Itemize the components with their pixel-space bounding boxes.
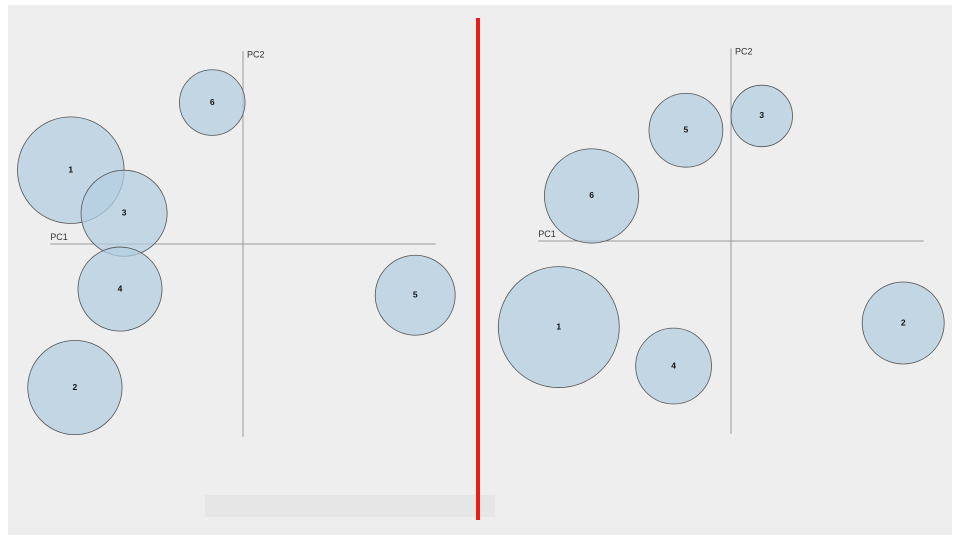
bubble-label-6: 6 xyxy=(210,97,215,107)
bubble-label-3: 3 xyxy=(759,110,764,120)
pc1-axis-label: PC1 xyxy=(538,229,556,239)
bubble-label-4: 4 xyxy=(671,360,676,370)
bubble-6 xyxy=(179,69,246,136)
bubble-label-2: 2 xyxy=(901,317,906,327)
bubble-label-3: 3 xyxy=(122,208,127,218)
panel-footer-strip xyxy=(205,495,495,517)
bubble-label-2: 2 xyxy=(73,382,78,392)
bubble-4 xyxy=(635,327,712,405)
bubble-label-5: 5 xyxy=(684,125,689,135)
bubble-label-6: 6 xyxy=(589,190,594,200)
pc1-axis-label: PC1 xyxy=(50,232,68,242)
pca-plot-right: PC1 PC2 1 2 3 4 5 6 xyxy=(497,46,945,434)
bubble-5 xyxy=(374,254,456,336)
bubble-5 xyxy=(648,93,724,168)
bubble-label-5: 5 xyxy=(413,290,418,300)
bubble-label-1: 1 xyxy=(68,164,73,174)
pca-plot-left: PC1 PC2 1 2 3 4 5 6 xyxy=(17,49,456,437)
bubble-6 xyxy=(544,148,640,244)
bubble-2 xyxy=(27,339,123,436)
bubble-label-4: 4 xyxy=(118,283,123,293)
pc2-axis-label: PC2 xyxy=(247,49,265,59)
bubble-label-1: 1 xyxy=(556,321,561,331)
bubble-3 xyxy=(730,84,793,148)
bubble-1 xyxy=(497,266,620,388)
bubble-2 xyxy=(861,281,945,365)
pc2-axis-label: PC2 xyxy=(735,46,753,56)
bubble-4 xyxy=(77,246,163,332)
